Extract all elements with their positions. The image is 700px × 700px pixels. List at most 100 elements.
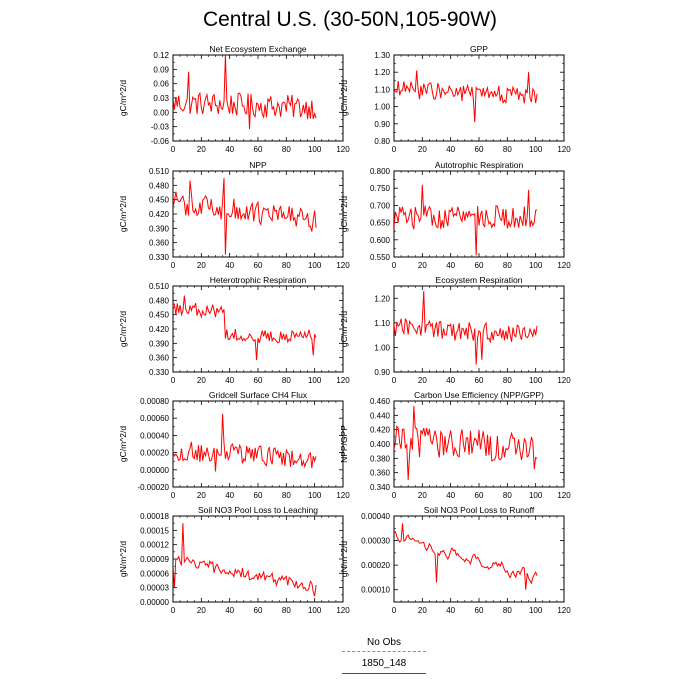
- series-line: [173, 523, 317, 597]
- x-tick-label: 120: [336, 606, 350, 615]
- x-tick-label: 60: [475, 606, 484, 615]
- y-tick-label: 0.400: [370, 440, 391, 449]
- panel-6: Gridcell Surface CH4 Flux 0 20 40 60 80 100 120…: [118, 390, 350, 500]
- x-tick-label: 80: [503, 376, 512, 385]
- y-axis-label: gC/m^2/d: [118, 311, 128, 347]
- x-tick-label: 120: [336, 145, 350, 154]
- y-tick-label: 0.460: [370, 397, 391, 406]
- series-line: [173, 413, 317, 472]
- y-tick-label: -0.03: [151, 123, 170, 132]
- panel-2: NPP 0 20 40 60 80 100 120 0.330 0.360 0.390 0.420 0.…: [118, 160, 350, 270]
- x-tick-label: 40: [446, 261, 455, 270]
- x-tick-label: 80: [503, 261, 512, 270]
- x-tick-label: 0: [171, 145, 176, 154]
- y-tick-label: 0.390: [149, 339, 170, 348]
- x-tick-label: 40: [225, 491, 234, 500]
- series-line: [394, 290, 538, 365]
- y-tick-label: 0.00015: [140, 526, 169, 535]
- x-tick-label: 100: [529, 491, 543, 500]
- y-tick-label: 0.800: [370, 167, 391, 176]
- y-tick-label: 0.03: [153, 94, 169, 103]
- plot-frame: [393, 400, 565, 488]
- y-tick-label: 0.00018: [140, 512, 169, 521]
- panel-3: Autotrophic Respiration 0 20 40 60 80 100 120 0.…: [339, 160, 571, 270]
- y-tick-label: 0.00006: [140, 569, 169, 578]
- y-tick-label: -0.00020: [137, 483, 169, 492]
- x-tick-label: 100: [308, 145, 322, 154]
- y-tick-label: 0.600: [370, 236, 391, 245]
- panel-9: Soil NO3 Pool Loss to Runoff 0 20 40 60 80 100…: [339, 505, 571, 615]
- y-tick-label: 1.10: [374, 85, 390, 94]
- x-tick-label: 40: [225, 606, 234, 615]
- x-tick-label: 20: [197, 376, 206, 385]
- panel-title: GPP: [470, 44, 488, 54]
- y-tick-label: 0.650: [370, 219, 391, 228]
- plot-frame: [172, 400, 344, 488]
- y-axis-label: gN/m^2/d: [118, 541, 128, 577]
- x-tick-label: 100: [529, 261, 543, 270]
- y-tick-label: 0.420: [370, 426, 391, 435]
- plot-frame: [172, 285, 344, 373]
- x-tick-label: 20: [418, 145, 427, 154]
- y-tick-label: 1.00: [374, 343, 390, 352]
- x-tick-label: 100: [529, 606, 543, 615]
- panel-5: Ecosystem Respiration 0 20 40 60 80 100 120 0.90…: [339, 275, 571, 385]
- x-tick-label: 0: [171, 261, 176, 270]
- panel-0: Net Ecosystem Exchange 0 20 40 60 80 100 120 -0.…: [118, 44, 350, 154]
- x-tick-label: 0: [392, 145, 397, 154]
- x-tick-label: 80: [282, 491, 291, 500]
- panel-title: Carbon Use Efficiency (NPP/GPP): [414, 390, 544, 400]
- x-tick-label: 60: [475, 261, 484, 270]
- series-line: [394, 405, 538, 480]
- x-tick-label: 40: [446, 376, 455, 385]
- y-tick-label: -0.06: [151, 137, 170, 146]
- y-tick-label: 0.00000: [140, 598, 169, 607]
- x-tick-label: 120: [336, 261, 350, 270]
- x-tick-label: 20: [197, 145, 206, 154]
- x-tick-label: 120: [557, 261, 571, 270]
- y-tick-label: 0.480: [149, 181, 170, 190]
- x-tick-label: 100: [529, 145, 543, 154]
- x-tick-label: 20: [418, 261, 427, 270]
- y-axis-label: gC/m^2/d: [339, 311, 349, 347]
- y-tick-label: 0.360: [149, 354, 170, 363]
- y-tick-label: 1.10: [374, 319, 390, 328]
- y-tick-label: 0.360: [370, 469, 391, 478]
- y-tick-label: 0.380: [370, 454, 391, 463]
- y-tick-label: 0.340: [370, 483, 391, 492]
- y-axis-label: gC/m^2/d: [118, 426, 128, 462]
- panel-1: GPP 0 20 40 60 80 100 120 0.80 0.90 1.00 1.10 1.20 1.…: [339, 44, 571, 154]
- y-tick-label: 0.330: [149, 368, 170, 377]
- x-tick-label: 20: [418, 491, 427, 500]
- x-tick-label: 0: [392, 491, 397, 500]
- x-tick-label: 100: [308, 376, 322, 385]
- x-tick-label: 0: [171, 376, 176, 385]
- x-tick-label: 0: [392, 376, 397, 385]
- x-tick-label: 60: [254, 376, 263, 385]
- x-tick-label: 0: [171, 491, 176, 500]
- x-tick-label: 0: [171, 606, 176, 615]
- x-tick-label: 20: [418, 376, 427, 385]
- y-tick-label: 0.00012: [140, 541, 169, 550]
- y-tick-label: 0.00080: [140, 397, 169, 406]
- y-tick-label: 0.420: [149, 210, 170, 219]
- y-tick-label: 0.390: [149, 224, 170, 233]
- y-tick-label: 0.550: [370, 253, 391, 262]
- x-tick-label: 60: [254, 145, 263, 154]
- panel-title: Ecosystem Respiration: [436, 275, 523, 285]
- page-title: Central U.S. (30-50N,105-90W): [202, 8, 498, 31]
- x-tick-label: 20: [197, 261, 206, 270]
- y-tick-label: 0.750: [370, 184, 391, 193]
- series-line: [173, 55, 317, 130]
- panel-title: NPP: [249, 160, 267, 170]
- y-axis-label: gC/m^2/d: [118, 196, 128, 232]
- series-line: [394, 70, 538, 123]
- y-tick-label: 0.06: [153, 80, 169, 89]
- x-tick-label: 120: [557, 491, 571, 500]
- y-tick-label: 0.00003: [140, 584, 169, 593]
- series-line: [394, 523, 538, 590]
- y-tick-label: 0.480: [149, 296, 170, 305]
- x-tick-label: 40: [225, 261, 234, 270]
- y-tick-label: 0.700: [370, 201, 391, 210]
- y-tick-label: 0.00: [153, 108, 169, 117]
